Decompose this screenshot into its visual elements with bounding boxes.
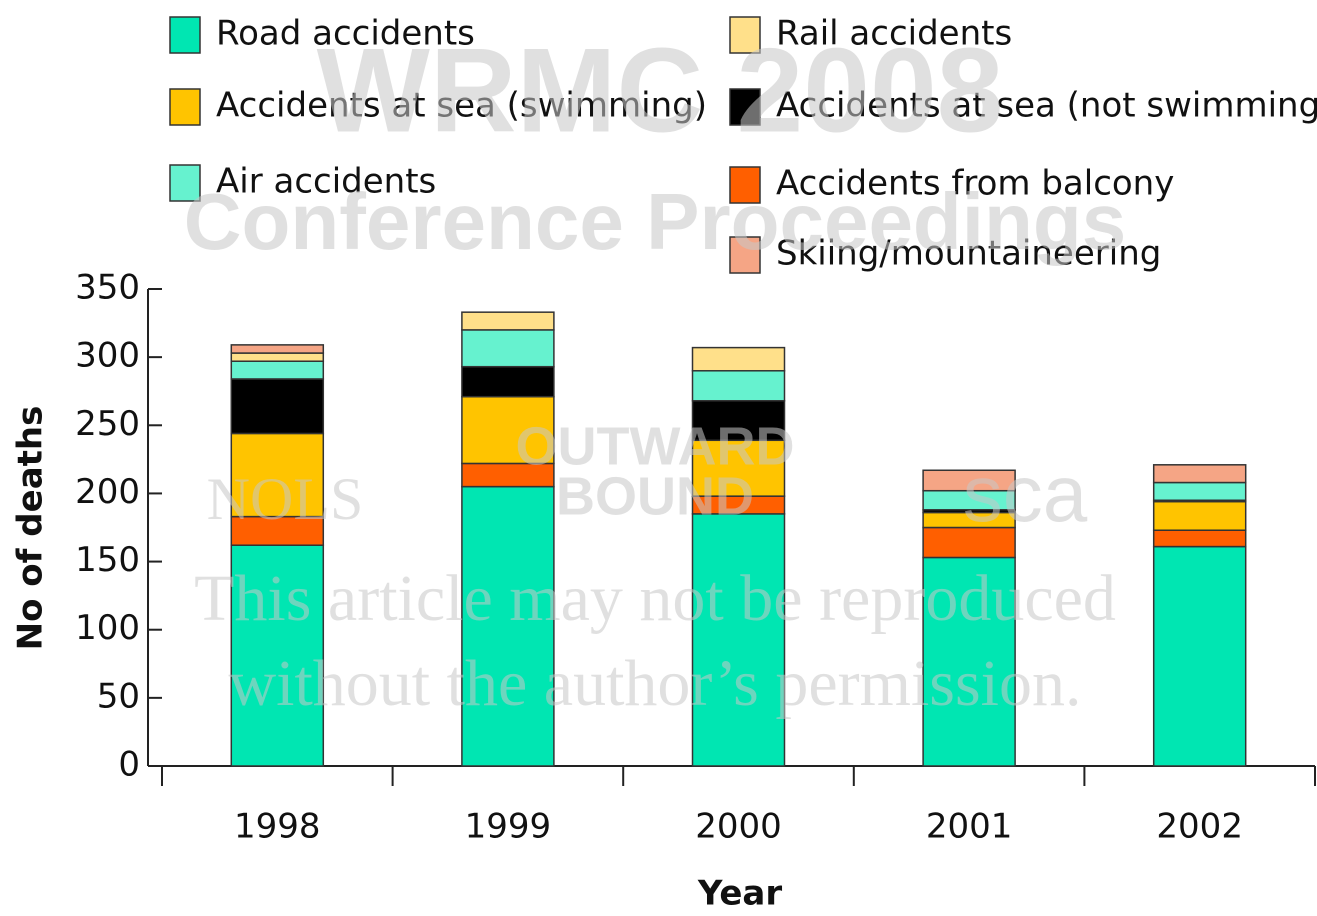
legend-swatch xyxy=(169,88,201,126)
x-tick-label: 2001 xyxy=(926,807,1013,847)
y-tick-label: 150 xyxy=(75,540,140,580)
x-tick-label: 1999 xyxy=(465,807,552,847)
y-tick-label: 250 xyxy=(75,404,140,444)
watermark: Conference Proceedings xyxy=(184,177,1127,266)
bar-segment xyxy=(230,432,325,518)
x-tick-label: 2000 xyxy=(695,807,782,847)
legend-label: Accidents at sea (not swimming) xyxy=(776,86,1317,126)
y-tick-label: 200 xyxy=(75,472,140,512)
bar-segment xyxy=(1152,529,1247,548)
bar-segment xyxy=(230,378,325,435)
bar-segment xyxy=(922,526,1016,559)
legend-swatch xyxy=(729,16,761,54)
bar-segment xyxy=(461,329,555,368)
y-tick-label: 50 xyxy=(97,676,140,716)
x-axis-label: Year xyxy=(697,874,783,914)
legend-label: Road accidents xyxy=(216,14,475,54)
x-tick-label: 2002 xyxy=(1156,807,1243,847)
watermark: NOLS xyxy=(207,466,364,532)
bar-segment xyxy=(461,485,555,767)
y-tick-label: 350 xyxy=(75,268,140,308)
bar-segment xyxy=(1152,545,1247,767)
bar-segment xyxy=(230,360,325,380)
watermark: WRMC 2008 xyxy=(317,24,1004,158)
bar-segment xyxy=(230,352,325,362)
legend-label: Air accidents xyxy=(216,162,436,202)
bar-segment xyxy=(691,346,786,372)
y-axis-label: No of deaths xyxy=(11,406,51,651)
legend-swatch xyxy=(729,236,761,274)
watermark: This article may not be reproduced xyxy=(194,562,1116,635)
watermark: OUTWARD xyxy=(516,416,795,476)
bar-segment xyxy=(1152,500,1247,531)
bar-segment xyxy=(461,311,555,331)
bar-segment xyxy=(1152,481,1247,501)
bar-segment xyxy=(691,370,786,402)
bar-segment xyxy=(691,439,786,497)
bar-segment xyxy=(230,344,325,354)
bar-segment xyxy=(461,365,555,398)
legend-label: Skiing/mountaineering xyxy=(776,234,1161,274)
watermark: BOUND xyxy=(556,466,754,526)
legend-swatch xyxy=(729,166,761,204)
bar-segment xyxy=(230,544,325,767)
watermark: without the author’s permission. xyxy=(228,647,1081,720)
legend-swatch xyxy=(729,88,761,126)
legend-label: Accidents at sea (swimming) xyxy=(216,86,707,126)
legend-swatch xyxy=(169,16,201,54)
bar-segment xyxy=(691,513,786,767)
legend-swatch xyxy=(169,164,201,202)
bar-segment xyxy=(461,395,555,465)
y-tick-label: 100 xyxy=(75,608,140,648)
legend-label: Accidents from balcony xyxy=(776,164,1174,204)
legend-label: Rail accidents xyxy=(776,14,1012,54)
x-tick-label: 1998 xyxy=(234,807,321,847)
bar-segment xyxy=(1152,464,1247,484)
bar-segment xyxy=(691,400,786,442)
y-tick-label: 0 xyxy=(118,745,140,785)
watermark: sca xyxy=(963,449,1088,538)
bar-segment xyxy=(922,469,1016,492)
y-tick-label: 300 xyxy=(75,336,140,376)
